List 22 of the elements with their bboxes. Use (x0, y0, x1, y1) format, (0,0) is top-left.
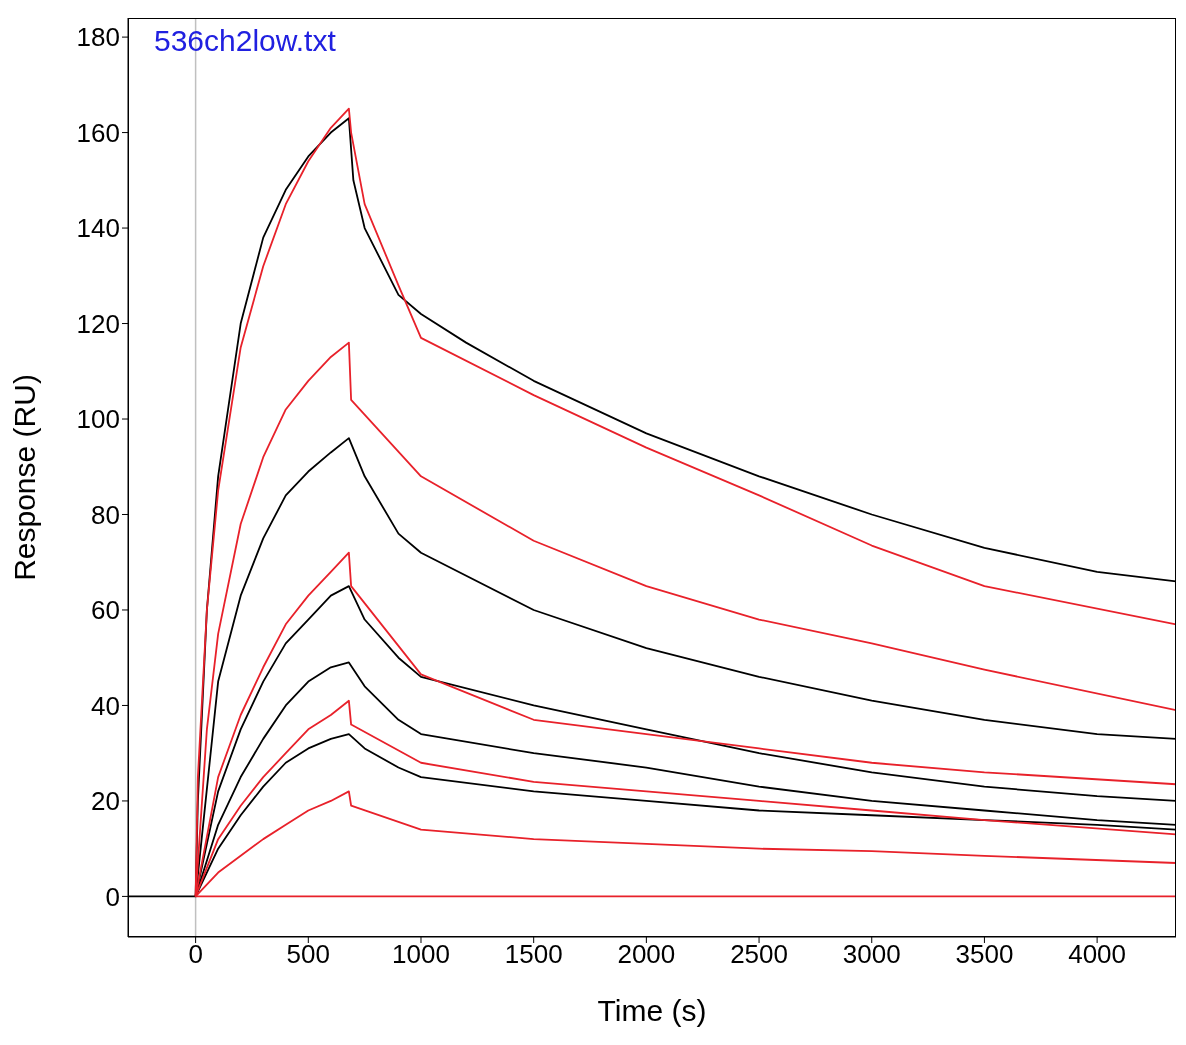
x-tick-label: 0 (188, 939, 203, 970)
y-tick-label: 120 (76, 308, 120, 339)
x-tick-label: 500 (286, 939, 330, 970)
y-axis-title: Response (RU) (7, 374, 41, 581)
y-tick-label: 0 (105, 881, 120, 912)
x-tick-label: 1000 (392, 939, 450, 970)
y-tick-label: 20 (91, 786, 120, 817)
y-tick-label: 40 (91, 690, 120, 721)
x-tick-label: 3500 (955, 939, 1014, 970)
x-tick-label: 2500 (730, 939, 788, 970)
y-tick-label: 160 (76, 117, 120, 148)
y-tick-label: 180 (76, 22, 120, 53)
x-tick-label: 1500 (504, 939, 563, 970)
y-tick-label: 140 (76, 213, 120, 244)
x-axis-title: Time (s) (597, 994, 707, 1027)
x-tick-label: 4000 (1068, 939, 1127, 970)
x-tick-label: 3000 (842, 939, 901, 970)
x-tick-label: 2000 (617, 939, 676, 970)
y-tick-label: 80 (91, 499, 120, 530)
y-tick-label: 60 (91, 595, 120, 626)
chart-title: 536ch2low.txt (154, 24, 336, 58)
y-tick-label: 100 (76, 404, 120, 435)
